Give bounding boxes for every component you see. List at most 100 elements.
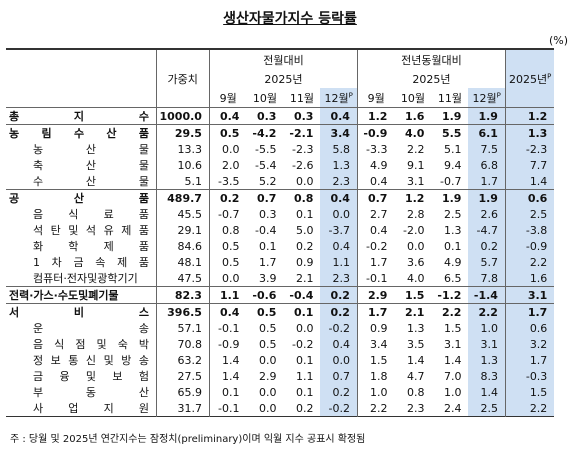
cell: 0.7: [356, 189, 395, 206]
header-cell: 11월: [283, 88, 320, 108]
cell: 0.0: [406, 239, 425, 253]
header-cell: [6, 49, 156, 108]
cell: 3.4: [356, 336, 395, 352]
cell: 1.7: [504, 352, 555, 368]
table-row: 운 송 57.1 -0.1 0.5 0.0 -0.2 0.9 1.3 1.5 1.0 0.6: [6, 320, 555, 336]
cell: -0.2: [291, 337, 314, 351]
cell: 5.1: [443, 142, 462, 156]
header-text: 2025년: [508, 72, 548, 86]
cell: 0.0: [320, 206, 358, 222]
cell: 10.6: [155, 157, 210, 173]
cell: -3.7: [320, 222, 358, 238]
cell: 3.9: [258, 271, 277, 285]
header-cell: 9월: [208, 88, 247, 108]
cell: -4.2: [252, 126, 277, 140]
cell: 1.1: [295, 369, 314, 383]
header-row: 가중치 전월대비 전년동월대비 2025년P: [6, 49, 555, 108]
cell: 1.3: [406, 321, 425, 335]
cell: 1.3: [443, 223, 462, 237]
cell: 0.4: [356, 222, 395, 238]
cell: 2.4: [443, 401, 462, 415]
cell: 0.0: [295, 321, 314, 335]
cell: 0.4: [320, 189, 358, 206]
footnote: 주 : 당월 및 2025년 연간지수는 잠정치(preliminary)이며 …: [10, 434, 366, 445]
header-cell: 12월P: [468, 88, 506, 108]
cell: 0.7: [320, 368, 358, 384]
cell: 5.2: [258, 174, 277, 188]
table-row: 수 산 물 5.1 -3.5 5.2 0.0 2.3 0.4 3.1 -0.7 1.7 1.4: [6, 173, 555, 190]
cell: 3.6: [406, 255, 425, 269]
cell: 1.4: [443, 353, 462, 367]
cell: 1.3: [468, 352, 506, 368]
row-label-text: 음 식 점 및 숙 박: [33, 338, 149, 351]
cell: 0.6: [504, 189, 555, 206]
cell: -2.0: [402, 223, 425, 237]
title: 생산자물가지수 등락률: [223, 11, 357, 27]
cell: 2.6: [468, 206, 506, 222]
cell: 0.4: [208, 107, 247, 125]
cell: 0.5: [208, 124, 247, 141]
row-label: 컴퓨터·전자및광학기기: [6, 270, 156, 287]
header-cell: 전년동월대비: [356, 49, 506, 69]
row-label-text: 총 지 수: [9, 110, 149, 123]
cell: 3.2: [504, 336, 555, 352]
cell: 0.0: [258, 353, 277, 367]
cell: 0.2: [320, 303, 358, 320]
cell: 29.1: [155, 222, 210, 238]
cell: 4.9: [356, 157, 395, 173]
cell: 6.1: [468, 124, 506, 141]
cell: 0.1: [443, 239, 462, 253]
cell: 1.5: [443, 321, 462, 335]
cell: 2.2: [468, 303, 506, 320]
cell: 4.9: [443, 255, 462, 269]
cell: 3.1: [443, 337, 462, 351]
cell: 0.5: [208, 238, 247, 254]
header-cell: 가중치: [155, 49, 210, 108]
cell: 2.9: [258, 369, 277, 383]
cell: 0.3: [258, 207, 277, 221]
row-label: 농 산 물: [6, 141, 156, 157]
cell: 2.3: [406, 401, 425, 415]
cell: 1.9: [441, 191, 462, 205]
header-cell: 전월대비: [208, 49, 358, 69]
cell: 0.0: [295, 174, 314, 188]
cell: 0.8: [406, 385, 425, 399]
row-label: 석 탄 및 석 유 제 품: [6, 222, 156, 238]
header-text: 12월: [324, 91, 349, 105]
cell: 2.7: [356, 206, 395, 222]
unit: (%): [548, 34, 568, 47]
cell: 3.1: [468, 336, 506, 352]
cell: 0.1: [295, 207, 314, 221]
cell: 9.1: [406, 158, 425, 172]
cell: 0.1: [295, 353, 314, 367]
header-cell: 2025년: [356, 69, 506, 88]
cell: 1.9: [441, 109, 462, 123]
cell: 2.5: [443, 207, 462, 221]
cell: 1.5: [404, 288, 425, 302]
cell: 1.1: [208, 286, 247, 304]
cell: 57.1: [155, 320, 210, 336]
table-row: 축 산 물 10.6 2.0 -5.4 -2.6 1.3 4.9 9.1 9.4 6.8 7.7: [6, 157, 555, 173]
table-row: 농 림 수 산 품 29.5 0.5 -4.2 -2.1 3.4 -0.9 4.0 5.5 6.1…: [6, 124, 555, 141]
cell: -0.3: [504, 368, 555, 384]
cell: 0.4: [320, 336, 358, 352]
cell: -3.8: [504, 222, 555, 238]
cell: -0.4: [289, 288, 314, 302]
row-label-text: 음 식 료 품: [33, 208, 149, 221]
cell: 65.9: [155, 384, 210, 400]
cell: -0.6: [252, 288, 277, 302]
cell: 0.1: [295, 385, 314, 399]
row-label-text: 축 산 물: [33, 159, 149, 172]
cell: 45.5: [155, 206, 210, 222]
cell: 0.5: [256, 305, 277, 319]
cell: -0.2: [356, 238, 395, 254]
header-cell: 10월: [246, 88, 283, 108]
cell: 29.5: [155, 124, 210, 141]
table-row: 화 학 제 품 84.6 0.5 0.1 0.2 0.4 -0.2 0.0 0.1 0.2 -0.9: [6, 238, 555, 254]
cell: 3.1: [406, 174, 425, 188]
cell: 0.1: [208, 384, 247, 400]
row-label-text: 정 보 통 신 및 방 송: [33, 354, 149, 367]
row-label: 수 산 물: [6, 173, 156, 190]
cell: -1.2: [437, 288, 462, 302]
cell: 7.7: [504, 157, 555, 173]
